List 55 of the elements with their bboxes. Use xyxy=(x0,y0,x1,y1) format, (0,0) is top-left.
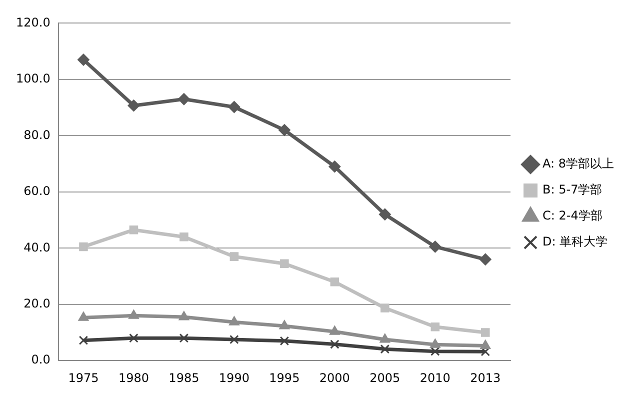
legend-label: C: 2-4学部 xyxy=(542,208,602,223)
point xyxy=(481,328,490,337)
y-tick-label: 60.0 xyxy=(24,184,50,198)
point xyxy=(380,304,390,312)
point xyxy=(479,253,492,266)
point xyxy=(178,311,190,320)
y-tick-label: 0.0 xyxy=(31,352,50,367)
y-tick-label: 80.0 xyxy=(24,128,50,142)
x-tick-label: 2010 xyxy=(420,370,450,385)
point xyxy=(279,320,290,330)
point xyxy=(330,340,340,349)
point xyxy=(228,316,240,326)
point xyxy=(280,259,289,268)
point xyxy=(430,338,440,348)
point xyxy=(78,312,89,321)
x-tick-label: 2005 xyxy=(370,370,400,385)
point xyxy=(278,124,290,136)
point xyxy=(380,334,390,343)
x-tick-label: 1995 xyxy=(269,370,300,385)
point xyxy=(380,344,390,354)
point xyxy=(330,277,340,286)
point xyxy=(429,240,442,253)
point xyxy=(179,333,189,343)
y-tick-label: 40.0 xyxy=(24,240,50,254)
point xyxy=(128,310,139,319)
y-tick-label: 20.0 xyxy=(24,296,50,310)
point xyxy=(230,252,239,261)
point xyxy=(78,336,88,345)
point xyxy=(280,336,290,346)
y-tick-label: 100.0 xyxy=(16,72,50,86)
x-tick-label: 1975 xyxy=(68,370,99,385)
point xyxy=(129,225,138,234)
legend-label: A: 8学部以上 xyxy=(542,156,614,171)
x-tick-label: 1980 xyxy=(118,370,149,385)
y-tick-label: 120.0 xyxy=(16,15,50,30)
point xyxy=(180,232,188,242)
point xyxy=(378,208,391,220)
x-tick-label: 2000 xyxy=(319,370,350,385)
x-tick-label: 1985 xyxy=(168,370,200,385)
x-tick-label: 2013 xyxy=(470,370,501,385)
point xyxy=(329,326,340,335)
x-tick-label: 1990 xyxy=(218,370,250,385)
point xyxy=(129,333,138,343)
point xyxy=(79,242,88,252)
point xyxy=(430,322,440,332)
point xyxy=(480,340,491,349)
legend-label: D: 単科大学 xyxy=(542,234,608,249)
point xyxy=(128,100,140,112)
point xyxy=(328,160,341,173)
point xyxy=(77,54,90,66)
point xyxy=(230,334,239,344)
point xyxy=(228,100,240,113)
point xyxy=(430,346,440,356)
legend-label: B: 5-7学部 xyxy=(542,182,602,197)
point xyxy=(178,93,190,106)
